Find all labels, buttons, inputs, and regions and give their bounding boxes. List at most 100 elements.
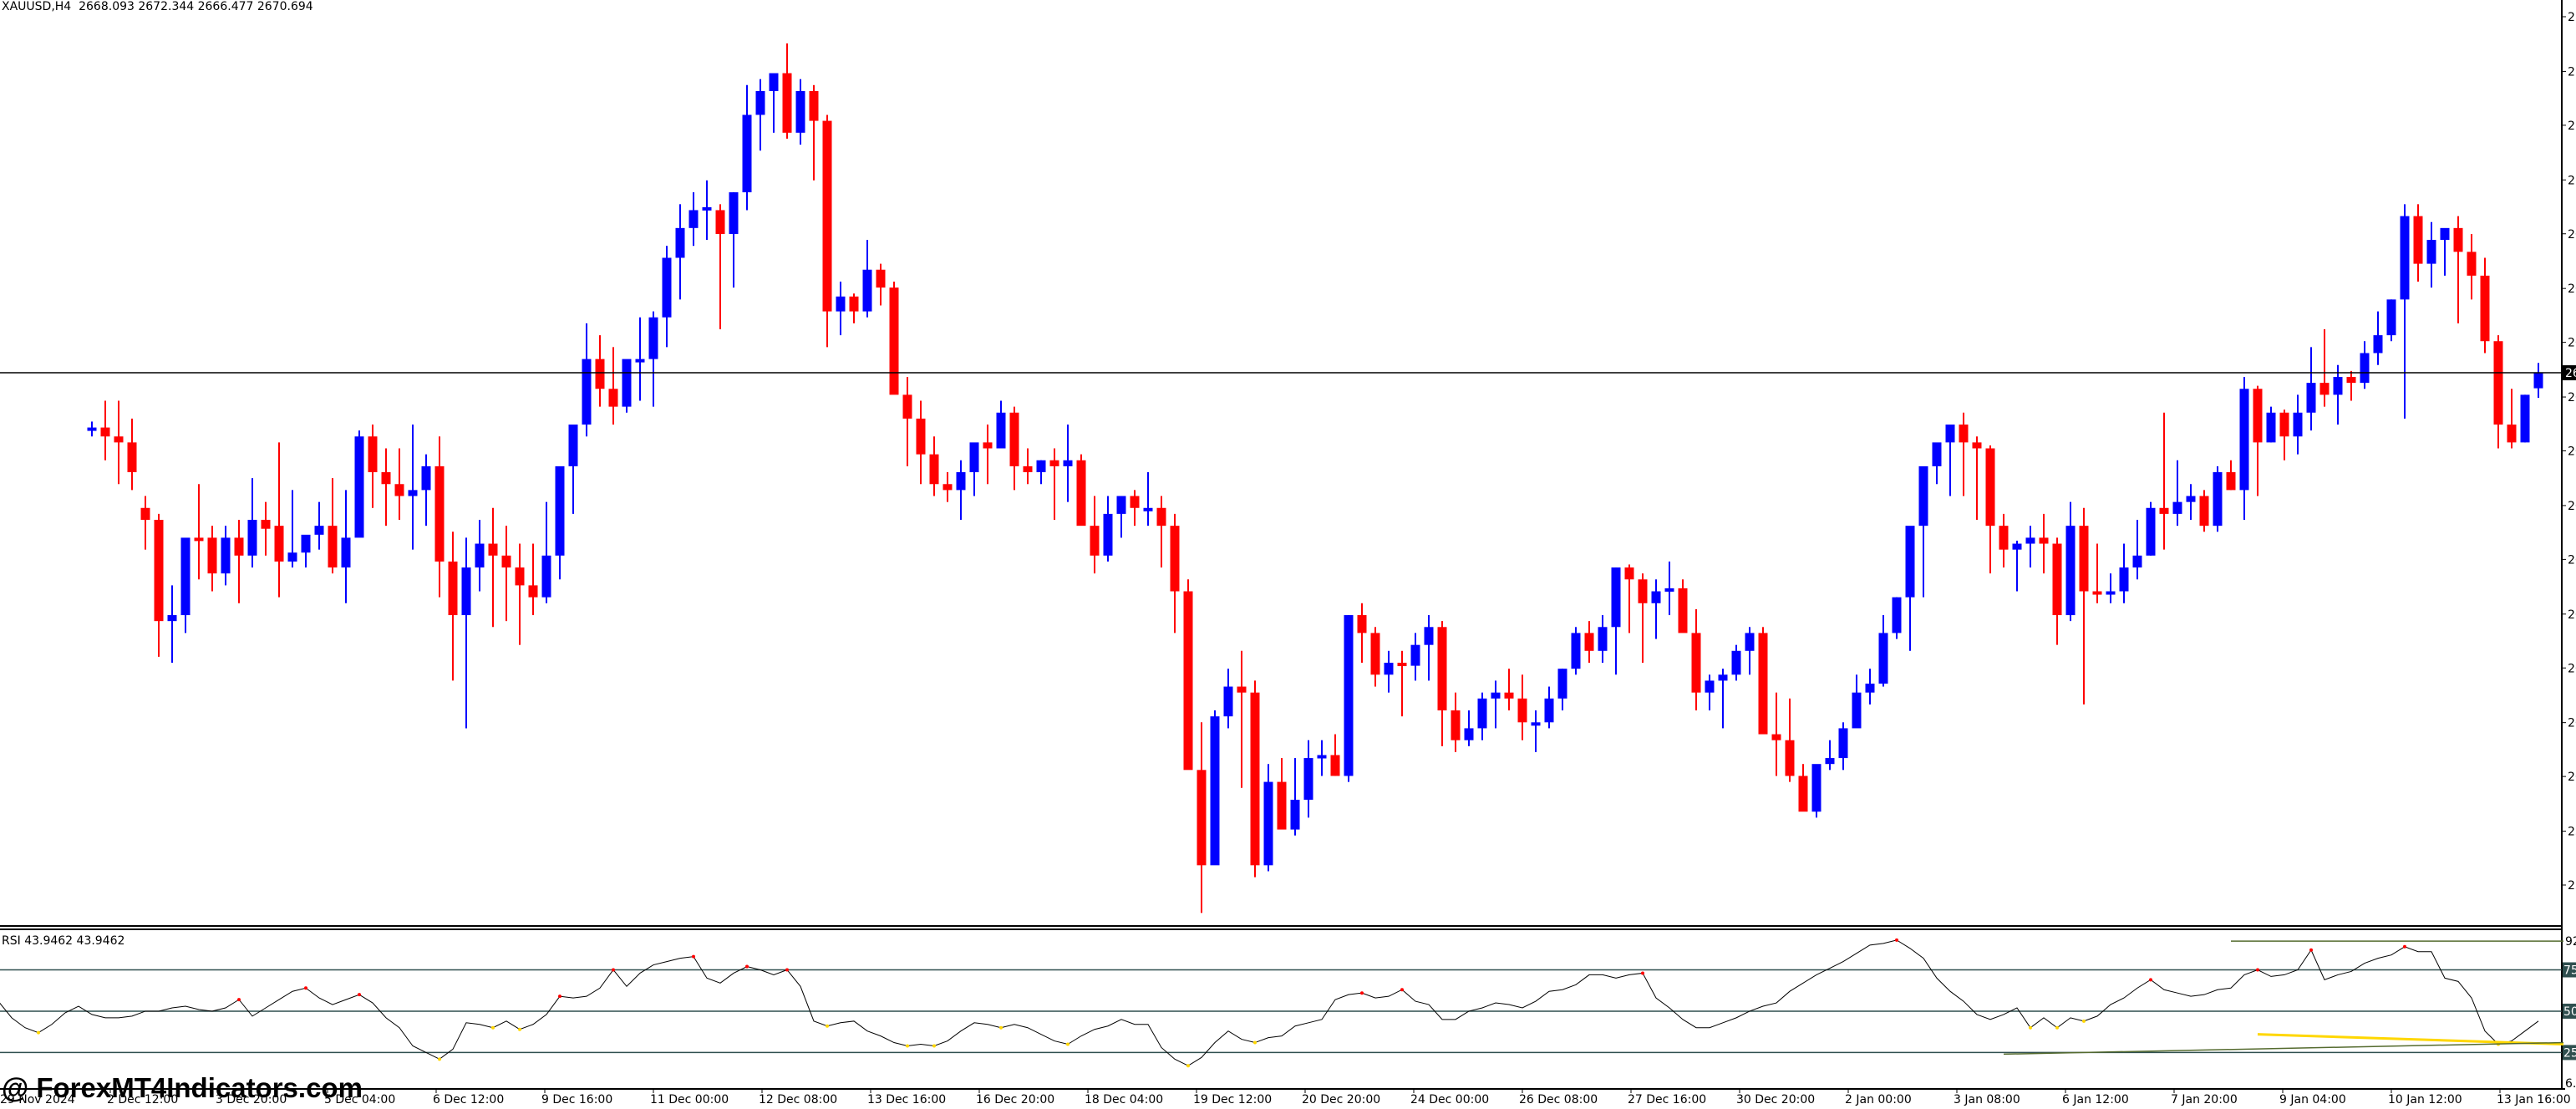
candle[interactable] bbox=[2065, 501, 2076, 622]
candle[interactable] bbox=[1584, 621, 1594, 664]
candle[interactable] bbox=[1170, 513, 1180, 633]
candle[interactable] bbox=[1798, 764, 1808, 812]
candle[interactable] bbox=[1317, 740, 1327, 776]
candle[interactable] bbox=[1571, 627, 1581, 675]
candle[interactable] bbox=[2159, 412, 2169, 550]
candle[interactable] bbox=[381, 448, 391, 527]
candle[interactable] bbox=[555, 465, 565, 580]
candle[interactable] bbox=[2213, 465, 2223, 532]
candle[interactable] bbox=[475, 520, 485, 592]
candle[interactable] bbox=[2533, 363, 2543, 399]
candle[interactable] bbox=[1103, 496, 1113, 562]
candle[interactable] bbox=[1878, 615, 1888, 687]
candle[interactable] bbox=[836, 281, 846, 336]
candle[interactable] bbox=[501, 526, 511, 622]
candle[interactable] bbox=[1063, 425, 1073, 502]
candle[interactable] bbox=[2239, 376, 2249, 521]
candle[interactable] bbox=[1651, 579, 1661, 639]
candle[interactable] bbox=[622, 359, 632, 413]
candle[interactable] bbox=[1504, 669, 1514, 711]
candle[interactable] bbox=[221, 526, 231, 586]
candle[interactable] bbox=[2119, 543, 2129, 603]
candle[interactable] bbox=[1357, 603, 1367, 664]
candle[interactable] bbox=[1598, 615, 1608, 664]
candle[interactable] bbox=[1838, 722, 1848, 771]
candle[interactable] bbox=[434, 436, 445, 598]
candle[interactable] bbox=[2293, 394, 2303, 455]
candle[interactable] bbox=[2507, 389, 2517, 449]
candle[interactable] bbox=[1678, 579, 1688, 633]
candle[interactable] bbox=[969, 442, 979, 496]
candle[interactable] bbox=[314, 501, 324, 550]
candle[interactable] bbox=[368, 425, 378, 508]
candle[interactable] bbox=[929, 436, 939, 496]
candle[interactable] bbox=[1531, 710, 1541, 752]
candle[interactable] bbox=[996, 400, 1006, 449]
candle[interactable] bbox=[87, 421, 97, 437]
candle[interactable] bbox=[1344, 615, 1354, 782]
candle[interactable] bbox=[1785, 698, 1795, 782]
candle[interactable] bbox=[983, 425, 993, 485]
candle[interactable] bbox=[140, 496, 150, 550]
candle[interactable] bbox=[1852, 674, 1862, 729]
candle[interactable] bbox=[328, 478, 338, 574]
candle[interactable] bbox=[2346, 370, 2356, 401]
candle[interactable] bbox=[2199, 490, 2209, 532]
candle[interactable] bbox=[2132, 520, 2142, 580]
candle[interactable] bbox=[1130, 490, 1140, 527]
candle[interactable] bbox=[1731, 644, 1741, 681]
candle[interactable] bbox=[889, 281, 899, 395]
candle[interactable] bbox=[742, 84, 752, 211]
candle[interactable] bbox=[688, 192, 699, 247]
candle[interactable] bbox=[261, 501, 271, 556]
candle[interactable] bbox=[568, 425, 578, 514]
candle[interactable] bbox=[1811, 764, 1821, 818]
candle[interactable] bbox=[1036, 460, 1046, 485]
candle[interactable] bbox=[354, 430, 364, 538]
candle[interactable] bbox=[1517, 674, 1527, 740]
candle[interactable] bbox=[127, 418, 137, 491]
candle[interactable] bbox=[1945, 425, 1955, 496]
candle[interactable] bbox=[234, 520, 244, 603]
candle[interactable] bbox=[595, 335, 605, 407]
candle[interactable] bbox=[1771, 692, 1781, 776]
candle[interactable] bbox=[180, 537, 191, 633]
candle[interactable] bbox=[1009, 406, 1019, 491]
candle[interactable] bbox=[1090, 496, 1100, 574]
candle[interactable] bbox=[1557, 669, 1567, 711]
candle[interactable] bbox=[1250, 680, 1260, 878]
candle[interactable] bbox=[1076, 454, 1086, 527]
candle[interactable] bbox=[394, 448, 404, 521]
candle[interactable] bbox=[1972, 436, 1982, 521]
candle[interactable] bbox=[154, 513, 164, 657]
candle[interactable] bbox=[247, 478, 257, 568]
candle[interactable] bbox=[207, 526, 217, 592]
candle[interactable] bbox=[1303, 740, 1313, 818]
candle[interactable] bbox=[1932, 442, 1942, 485]
candle[interactable] bbox=[2106, 573, 2116, 603]
candle[interactable] bbox=[2480, 257, 2490, 354]
candle[interactable] bbox=[2306, 347, 2316, 431]
candle[interactable] bbox=[1424, 615, 1434, 681]
candle[interactable] bbox=[421, 454, 431, 527]
candle[interactable] bbox=[1290, 758, 1300, 836]
candle[interactable] bbox=[2373, 311, 2383, 365]
candle[interactable] bbox=[2413, 204, 2423, 282]
candle[interactable] bbox=[2092, 543, 2102, 603]
candle[interactable] bbox=[2079, 507, 2089, 705]
candle[interactable] bbox=[2039, 513, 2049, 574]
candle[interactable] bbox=[1544, 686, 1554, 729]
candle[interactable] bbox=[528, 543, 538, 616]
candle[interactable] bbox=[608, 347, 618, 425]
candle[interactable] bbox=[943, 472, 953, 502]
candle[interactable] bbox=[1718, 669, 1728, 729]
candle[interactable] bbox=[1464, 710, 1474, 746]
candle[interactable] bbox=[2052, 537, 2062, 645]
candle[interactable] bbox=[1905, 526, 1915, 651]
candle[interactable] bbox=[1023, 448, 1033, 485]
candle[interactable] bbox=[1197, 722, 1207, 913]
candle[interactable] bbox=[2146, 501, 2156, 556]
candle[interactable] bbox=[461, 537, 471, 729]
candle[interactable] bbox=[675, 204, 685, 300]
